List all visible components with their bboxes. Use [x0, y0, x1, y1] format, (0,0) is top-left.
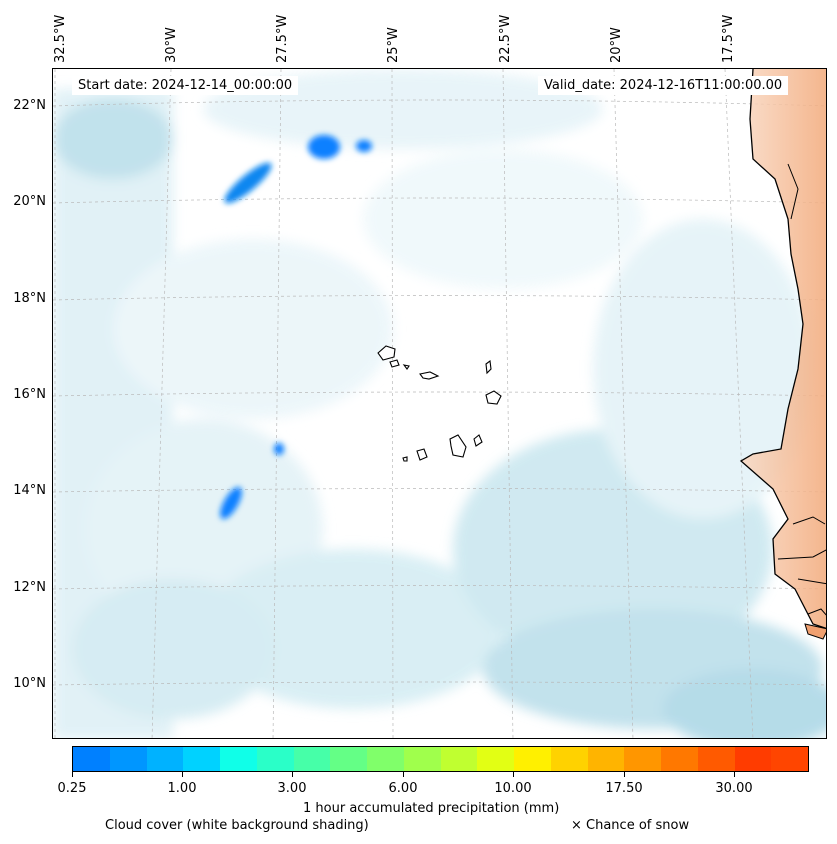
colorbar-tick	[403, 772, 404, 777]
precipitation-cells	[220, 135, 372, 519]
lon-label-22-5w: 22.5°W	[498, 14, 513, 63]
lat-label-16n: 16°N	[13, 387, 46, 402]
colorbar-swatch	[514, 747, 551, 771]
africa-landmass	[739, 69, 826, 640]
colorbar-swatch	[771, 747, 808, 771]
lon-label-30w: 30°W	[164, 27, 179, 63]
colorbar-tick-label: 30.00	[715, 781, 753, 796]
cape-verde-islands	[377, 345, 502, 462]
colorbar-swatch	[587, 747, 625, 771]
colorbar-tick	[513, 772, 514, 777]
colorbar-swatch	[256, 747, 294, 771]
colorbar-tick	[182, 772, 183, 777]
colorbar-tick-label: 17.50	[605, 781, 643, 796]
lat-label-20n: 20°N	[13, 194, 46, 209]
colorbar-swatch	[330, 747, 367, 771]
colorbar-swatch	[293, 747, 331, 771]
colorbar-title: 1 hour accumulated precipitation (mm)	[303, 801, 560, 816]
colorbar-tick	[292, 772, 293, 777]
start-date-label: Start date: 2024-12-14_00:00:00	[72, 76, 299, 95]
colorbar-tick-label: 1.00	[167, 781, 197, 796]
cloud-cover-layer	[53, 69, 826, 738]
lat-label-18n: 18°N	[13, 291, 46, 306]
lat-label-10n: 10°N	[13, 676, 46, 691]
lon-label-25w: 25°W	[386, 27, 401, 63]
valid-date-label: Valid_date: 2024-12-16T11:00:00.00	[538, 76, 789, 95]
lat-label-14n: 14°N	[13, 483, 46, 498]
colorbar-tick	[72, 772, 73, 777]
colorbar-swatch	[477, 747, 514, 771]
colorbar-swatch	[734, 747, 772, 771]
colorbar-swatch	[440, 747, 478, 771]
lat-label-12n: 12°N	[13, 580, 46, 595]
colorbar-swatch	[624, 747, 661, 771]
precipitation-colorbar	[72, 746, 809, 772]
colorbar-tick	[734, 772, 735, 777]
colorbar-tick-label: 10.00	[494, 781, 532, 796]
colorbar-swatch	[146, 747, 184, 771]
colorbar-swatch	[550, 747, 588, 771]
graticule	[53, 69, 826, 738]
colorbar-tick	[624, 772, 625, 777]
colorbar-swatch	[697, 747, 735, 771]
colorbar-swatch	[220, 747, 257, 771]
colorbar-tick-label: 6.00	[388, 781, 418, 796]
lon-label-27-5w: 27.5°W	[275, 14, 290, 63]
colorbar-tick-label: 3.00	[277, 781, 307, 796]
colorbar-swatch	[73, 747, 110, 771]
cloud-cover-legend: Cloud cover (white background shading)	[105, 818, 369, 833]
map-canvas	[53, 69, 826, 738]
colorbar-swatch	[403, 747, 441, 771]
colorbar-swatch	[367, 747, 404, 771]
lon-label-32-5w: 32.5°W	[53, 14, 68, 63]
colorbar-tick-label: 0.25	[57, 781, 87, 796]
colorbar-swatch	[109, 747, 147, 771]
snow-legend: × Chance of snow	[571, 818, 690, 833]
lon-label-20w: 20°W	[609, 27, 624, 63]
map-frame[interactable]	[52, 68, 827, 739]
colorbar-swatch	[661, 747, 698, 771]
lon-label-17-5w: 17.5°W	[721, 14, 736, 63]
colorbar-swatch	[183, 747, 220, 771]
lat-label-22n: 22°N	[13, 98, 46, 113]
